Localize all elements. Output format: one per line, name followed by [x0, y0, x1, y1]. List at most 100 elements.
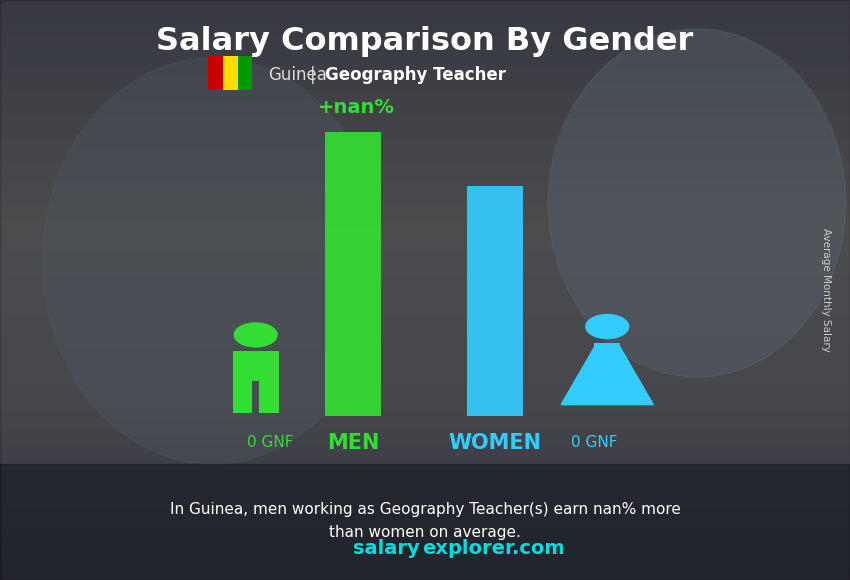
FancyBboxPatch shape — [259, 381, 279, 413]
Bar — [0, 435, 850, 441]
Bar — [0, 371, 850, 377]
Bar — [325, 132, 381, 416]
Bar — [0, 505, 850, 510]
Bar — [0, 510, 850, 516]
Text: than women on average.: than women on average. — [329, 525, 521, 540]
Bar — [0, 377, 850, 383]
Bar — [0, 284, 850, 290]
Bar — [0, 99, 850, 104]
Bar — [0, 12, 850, 17]
Bar — [0, 296, 850, 302]
Circle shape — [586, 314, 629, 339]
Bar — [0, 522, 850, 528]
Bar — [0, 128, 850, 133]
Bar — [0, 261, 850, 267]
Bar — [0, 336, 850, 342]
Bar — [0, 145, 850, 151]
Bar — [0, 412, 850, 418]
Bar — [0, 331, 850, 336]
Bar — [0, 191, 850, 197]
Bar — [0, 383, 850, 389]
Bar — [0, 365, 850, 371]
Text: +nan%: +nan% — [318, 98, 395, 117]
Bar — [0, 516, 850, 522]
Bar — [0, 487, 850, 493]
Bar — [0, 186, 850, 191]
Bar — [0, 354, 850, 360]
Bar — [0, 447, 850, 452]
Bar — [0, 203, 850, 209]
Bar — [0, 493, 850, 499]
Ellipse shape — [548, 29, 846, 377]
Bar — [0, 394, 850, 400]
Bar — [0, 122, 850, 128]
Bar — [0, 226, 850, 232]
Bar — [0, 116, 850, 122]
Circle shape — [235, 323, 277, 347]
Text: |: | — [310, 66, 316, 85]
Text: 0 GNF: 0 GNF — [571, 436, 618, 451]
Bar — [0, 348, 850, 354]
Bar — [0, 464, 850, 470]
Bar — [0, 406, 850, 412]
Bar — [0, 278, 850, 284]
Bar — [0, 87, 850, 93]
Bar — [0, 35, 850, 41]
Bar — [0, 209, 850, 215]
Ellipse shape — [42, 58, 382, 464]
Bar — [0, 255, 850, 261]
Bar — [0, 104, 850, 110]
Bar — [0, 290, 850, 296]
Bar — [0, 58, 850, 64]
Bar — [0, 41, 850, 46]
Bar — [0, 557, 850, 563]
Bar — [0, 458, 850, 464]
Bar — [0, 313, 850, 319]
Bar — [0, 452, 850, 458]
Bar — [0, 429, 850, 435]
Bar — [0, 46, 850, 52]
Bar — [0, 325, 850, 331]
Bar — [0, 64, 850, 70]
Bar — [0, 545, 850, 551]
Text: Average Monthly Salary: Average Monthly Salary — [821, 228, 831, 352]
FancyBboxPatch shape — [233, 381, 252, 413]
Bar — [0, 52, 850, 58]
Bar — [0, 568, 850, 574]
Bar — [0, 70, 850, 75]
Text: Geography Teacher: Geography Teacher — [325, 66, 506, 85]
Bar — [0, 273, 850, 278]
Bar — [0, 476, 850, 481]
Bar — [0, 215, 850, 220]
Bar — [0, 110, 850, 116]
FancyBboxPatch shape — [594, 343, 620, 354]
Text: explorer.com: explorer.com — [422, 539, 565, 558]
Bar — [0, 563, 850, 568]
Bar — [0, 93, 850, 99]
Text: salary: salary — [353, 539, 420, 558]
Bar — [0, 481, 850, 487]
Bar — [0, 174, 850, 180]
Text: MEN: MEN — [326, 433, 379, 453]
Bar — [0, 6, 850, 12]
Bar — [0, 499, 850, 505]
Bar — [0, 470, 850, 476]
Bar — [0, 151, 850, 157]
Bar — [0, 423, 850, 429]
Text: Guinea: Guinea — [268, 66, 326, 85]
Bar — [467, 186, 523, 416]
Bar — [0, 360, 850, 365]
Bar — [0, 307, 850, 313]
Bar — [0, 539, 850, 545]
Bar — [0, 244, 850, 249]
Bar — [0, 81, 850, 87]
Bar — [0, 0, 850, 6]
Bar — [0, 302, 850, 307]
Bar — [0, 389, 850, 394]
Bar — [0, 23, 850, 29]
Bar — [0, 29, 850, 35]
Bar — [0, 133, 850, 139]
Bar — [0, 157, 850, 162]
Polygon shape — [561, 345, 654, 405]
Bar — [0, 162, 850, 168]
